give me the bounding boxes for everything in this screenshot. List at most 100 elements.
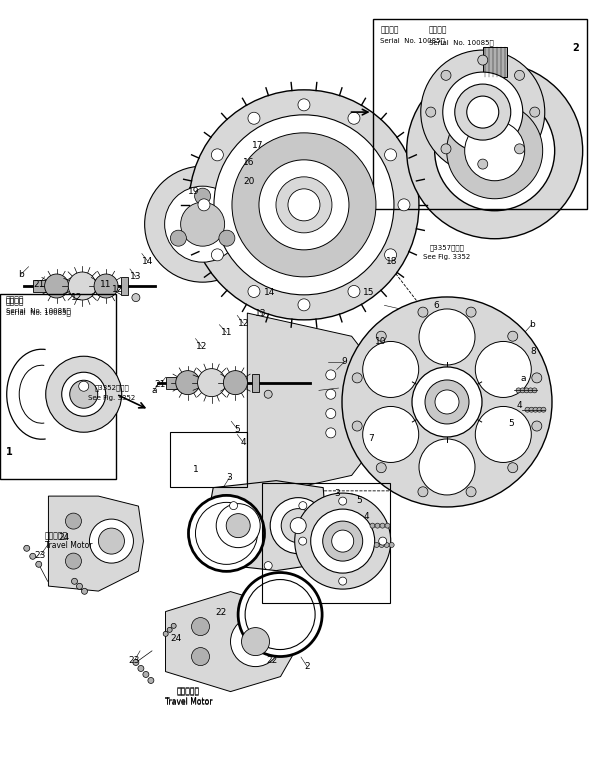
Circle shape xyxy=(525,407,530,412)
Text: 4: 4 xyxy=(364,512,370,521)
Circle shape xyxy=(418,487,428,497)
Bar xyxy=(0,294,116,479)
Circle shape xyxy=(348,112,360,124)
Circle shape xyxy=(532,373,542,383)
Circle shape xyxy=(475,407,531,462)
Text: 8: 8 xyxy=(530,347,536,356)
Circle shape xyxy=(342,297,552,507)
Text: 12: 12 xyxy=(112,285,124,295)
Text: 10: 10 xyxy=(374,337,386,346)
Text: Travel Motor: Travel Motor xyxy=(164,697,212,707)
Text: b: b xyxy=(18,270,24,279)
Circle shape xyxy=(434,90,555,211)
Text: 3: 3 xyxy=(226,473,232,482)
Circle shape xyxy=(245,580,315,649)
Circle shape xyxy=(138,666,144,672)
Circle shape xyxy=(198,369,225,397)
Text: 22: 22 xyxy=(215,608,226,618)
Text: 23: 23 xyxy=(128,656,140,666)
Circle shape xyxy=(89,519,134,563)
Circle shape xyxy=(298,299,310,311)
Circle shape xyxy=(98,528,125,554)
Text: 5: 5 xyxy=(508,419,514,428)
Circle shape xyxy=(541,407,546,412)
Circle shape xyxy=(326,409,336,418)
Circle shape xyxy=(143,672,149,677)
Circle shape xyxy=(478,159,488,169)
Circle shape xyxy=(189,90,419,320)
Circle shape xyxy=(339,577,347,585)
Circle shape xyxy=(195,188,210,204)
Circle shape xyxy=(384,249,396,261)
Circle shape xyxy=(270,498,326,553)
Text: 適用号機: 適用号機 xyxy=(6,297,24,306)
Text: 12: 12 xyxy=(237,318,249,328)
Circle shape xyxy=(195,502,257,564)
Circle shape xyxy=(528,388,533,393)
Text: 1: 1 xyxy=(6,448,13,457)
Circle shape xyxy=(288,189,320,221)
Circle shape xyxy=(94,274,118,298)
Text: 7: 7 xyxy=(368,434,374,443)
Circle shape xyxy=(389,543,394,547)
Circle shape xyxy=(79,381,89,391)
Circle shape xyxy=(191,618,210,635)
Text: 15: 15 xyxy=(362,288,374,297)
Circle shape xyxy=(294,493,391,589)
Text: 24: 24 xyxy=(170,634,181,643)
Circle shape xyxy=(384,543,389,547)
Circle shape xyxy=(352,373,362,383)
Circle shape xyxy=(435,390,459,414)
Circle shape xyxy=(170,230,187,246)
Circle shape xyxy=(198,199,210,211)
Circle shape xyxy=(466,307,476,317)
Text: 11: 11 xyxy=(221,328,232,337)
Circle shape xyxy=(326,370,336,380)
Text: 第3357図参照: 第3357図参照 xyxy=(430,244,464,250)
Circle shape xyxy=(520,388,525,393)
Circle shape xyxy=(82,588,88,594)
Circle shape xyxy=(378,537,387,545)
Circle shape xyxy=(264,390,272,398)
Circle shape xyxy=(46,356,122,432)
Circle shape xyxy=(132,294,140,301)
Circle shape xyxy=(66,553,82,569)
Circle shape xyxy=(363,407,419,462)
Circle shape xyxy=(514,70,524,80)
Text: 3: 3 xyxy=(334,489,340,498)
Polygon shape xyxy=(48,496,144,591)
Circle shape xyxy=(238,573,322,656)
Circle shape xyxy=(299,502,307,509)
Circle shape xyxy=(248,285,260,298)
Circle shape xyxy=(219,230,235,246)
Circle shape xyxy=(426,107,436,117)
Circle shape xyxy=(133,659,139,666)
Circle shape xyxy=(455,84,511,140)
Circle shape xyxy=(299,537,307,545)
Circle shape xyxy=(259,160,349,250)
Circle shape xyxy=(533,407,538,412)
Circle shape xyxy=(508,331,518,341)
Circle shape xyxy=(376,331,386,341)
Circle shape xyxy=(478,55,488,65)
Circle shape xyxy=(69,272,96,300)
Circle shape xyxy=(467,96,499,128)
Text: 12: 12 xyxy=(195,342,207,351)
Circle shape xyxy=(419,309,475,365)
Circle shape xyxy=(529,407,534,412)
Circle shape xyxy=(264,562,272,570)
Polygon shape xyxy=(166,591,300,692)
Circle shape xyxy=(164,186,241,262)
Bar xyxy=(170,432,247,488)
Circle shape xyxy=(446,103,543,199)
Text: 24: 24 xyxy=(59,533,70,542)
Circle shape xyxy=(443,72,523,152)
Circle shape xyxy=(421,50,545,174)
Circle shape xyxy=(385,523,390,528)
Bar xyxy=(262,483,390,603)
Text: See Fig. 3352: See Fig. 3352 xyxy=(88,395,136,401)
Circle shape xyxy=(376,463,386,473)
Circle shape xyxy=(384,149,396,161)
Circle shape xyxy=(30,553,36,560)
Text: See Fig. 3352: See Fig. 3352 xyxy=(423,254,471,261)
